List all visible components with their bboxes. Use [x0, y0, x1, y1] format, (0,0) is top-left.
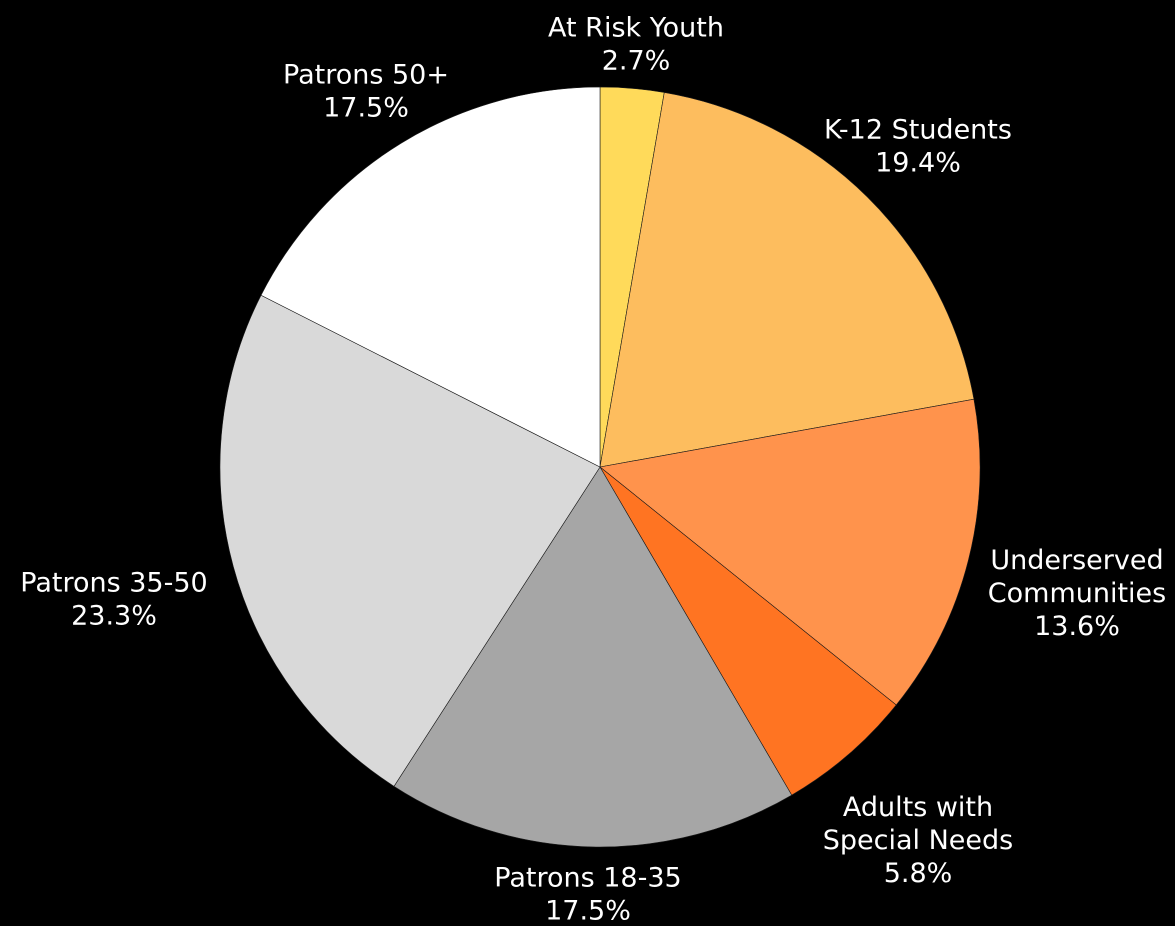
pie-slice-adults-with-special-needs: [599, 466, 897, 796]
slice-value-label: 17.5%: [545, 896, 631, 926]
pie-slice-k-12-students: [599, 92, 975, 468]
slice-category-label: K-12 Students: [824, 115, 1012, 146]
slice-value-label: 13.6%: [1034, 611, 1120, 642]
slice-value-label: 17.5%: [323, 93, 409, 124]
pie-slice-underserved-communities: [599, 398, 981, 706]
slice-category-label: Special Needs: [823, 825, 1014, 856]
slice-value-label: 23.3%: [71, 601, 157, 632]
slice-value-label: 19.4%: [875, 148, 961, 179]
slice-category-label: Adults with: [843, 792, 993, 823]
slice-category-label: Patrons 35-50: [20, 568, 207, 599]
pie-slice-patrons-18-35: [393, 466, 793, 848]
slice-category-label: Patrons 50+: [283, 60, 449, 91]
slice-value-label: 5.8%: [884, 858, 953, 889]
slice-label-group: Patrons 50+17.5%: [283, 60, 449, 124]
slice-category-label: Communities: [988, 578, 1166, 609]
slice-value-label: 2.7%: [602, 46, 671, 77]
slice-category-label: At Risk Youth: [548, 13, 724, 44]
pie-slice-patrons-35-50: [219, 294, 601, 787]
slice-category-label: Underserved: [990, 545, 1163, 576]
pie-slice-patrons-50-: [260, 86, 601, 468]
pie-slices: [219, 86, 981, 848]
slice-category-label: Patrons 18-35: [494, 863, 681, 894]
